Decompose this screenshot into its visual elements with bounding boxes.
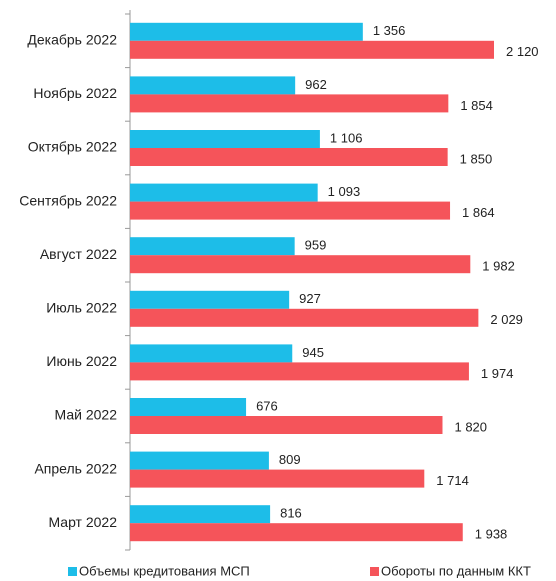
bar — [130, 94, 449, 113]
value-label: 1 974 — [481, 366, 514, 381]
bar — [130, 290, 290, 309]
value-label: 1 106 — [330, 130, 363, 145]
category-label: Ноябрь 2022 — [33, 85, 117, 101]
value-label: 1 938 — [475, 527, 508, 542]
category-label: Апрель 2022 — [34, 460, 117, 476]
value-label: 2 120 — [506, 44, 539, 59]
bar — [130, 308, 479, 327]
value-label: 816 — [280, 506, 302, 521]
bar — [130, 469, 425, 488]
value-label: 1 864 — [462, 205, 495, 220]
category-label: Август 2022 — [40, 246, 117, 262]
legend-swatch — [370, 567, 379, 576]
bar — [130, 201, 451, 220]
bar — [130, 148, 448, 166]
bar — [130, 183, 318, 202]
value-label: 1 714 — [436, 473, 469, 488]
bar — [130, 398, 247, 416]
category-label: Декабрь 2022 — [27, 32, 117, 48]
value-label: 676 — [256, 398, 278, 413]
bar — [130, 76, 296, 95]
value-label: 1 850 — [460, 151, 493, 166]
legend-label: Обороты по данным ККТ — [381, 563, 531, 578]
bar — [130, 416, 443, 434]
value-label: 927 — [299, 291, 321, 306]
value-label: 945 — [302, 345, 324, 360]
category-label: Октябрь 2022 — [28, 139, 118, 155]
legend-label: Объемы кредитования МСП — [79, 563, 250, 578]
bar — [130, 344, 293, 363]
value-label: 1 854 — [460, 98, 493, 113]
value-label: 962 — [305, 77, 327, 92]
category-label: Март 2022 — [48, 514, 117, 530]
value-label: 1 982 — [482, 259, 515, 274]
bar — [130, 505, 271, 524]
value-label: 809 — [279, 452, 301, 467]
value-label: 1 356 — [373, 23, 406, 38]
bar — [130, 22, 363, 41]
category-label: Июнь 2022 — [46, 353, 117, 369]
bar — [130, 237, 295, 256]
bar — [130, 362, 469, 381]
bar — [130, 40, 494, 59]
value-label: 2 029 — [490, 312, 523, 327]
category-label: Май 2022 — [55, 407, 118, 423]
legend-swatch — [68, 567, 77, 576]
bar — [130, 255, 471, 274]
bar — [130, 451, 269, 470]
value-label: 959 — [305, 238, 327, 253]
bar — [130, 523, 463, 542]
category-label: Сентябрь 2022 — [19, 192, 117, 208]
bar — [130, 130, 320, 148]
value-label: 1 820 — [454, 419, 487, 434]
value-label: 1 093 — [328, 184, 361, 199]
category-label: Июль 2022 — [46, 300, 117, 316]
